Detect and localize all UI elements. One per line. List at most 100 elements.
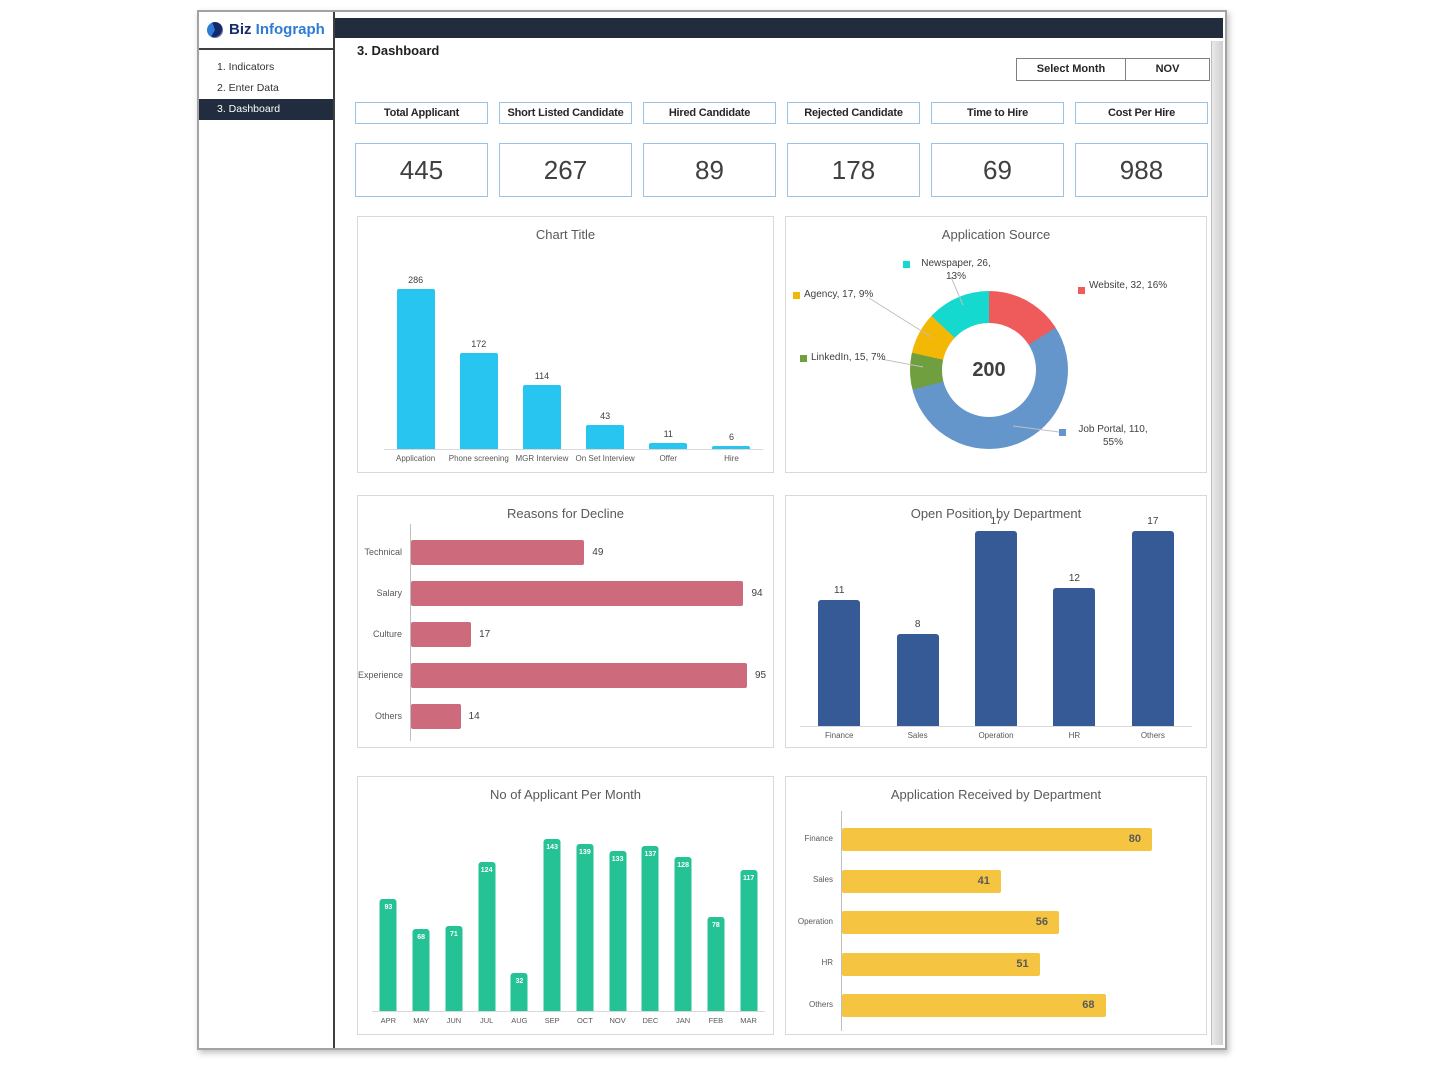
- bar: [396, 289, 435, 449]
- category-label: Hire: [724, 454, 739, 463]
- data-label: 114: [534, 371, 550, 382]
- category-label: HR: [821, 958, 833, 968]
- donut-hole: 200: [942, 323, 1036, 417]
- data-label: 32: [515, 977, 524, 985]
- sidebar-menu: 1. Indicators 2. Enter Data 3. Dashboard: [199, 57, 333, 120]
- data-label: 124: [480, 866, 493, 874]
- legend-label: Newspaper, 26, 13%: [921, 258, 991, 282]
- category-label: Experience: [358, 669, 404, 680]
- category-label: OCT: [576, 1016, 593, 1025]
- data-label: 17: [1147, 516, 1159, 527]
- category-label: Operation: [797, 916, 833, 926]
- chart-column: 32: [503, 839, 536, 1011]
- sidebar-item-dashboard[interactable]: 3. Dashboard: [199, 99, 333, 120]
- page-title: 3. Dashboard: [357, 43, 440, 58]
- bar: [379, 899, 397, 1011]
- y-axis-line: [841, 811, 842, 1031]
- sidebar-item-enter-data[interactable]: 2. Enter Data: [217, 82, 279, 94]
- x-axis-line: [372, 1011, 765, 1012]
- data-label: 56: [1035, 916, 1048, 929]
- bar: [674, 857, 692, 1011]
- data-label: 78: [711, 922, 720, 930]
- chart-column: 128: [667, 839, 700, 1011]
- bar: [842, 911, 1059, 935]
- top-navigation-bar: [335, 18, 1223, 38]
- data-label: 49: [592, 546, 604, 558]
- bar: [543, 839, 561, 1011]
- bar: [1131, 531, 1174, 726]
- bar: [445, 925, 463, 1011]
- data-label: 41: [977, 874, 990, 887]
- category-label: Sales: [907, 731, 928, 740]
- kpi-label-short-listed: Short Listed Candidate: [499, 102, 632, 124]
- chart-applicants-per-month: No of Applicant Per Month 93 68 71 124 32 143…: [357, 776, 774, 1035]
- kpi-value-rejected: 178: [787, 143, 920, 197]
- window-edge: [1211, 41, 1223, 1045]
- category-axis-labels: Finance Sales Operation HR Others: [800, 731, 1192, 740]
- bar: [842, 994, 1106, 1018]
- category-label: JUN: [446, 1016, 462, 1025]
- chart-plot-area: 93 68 71 124 32 143 139 133 137 128 78 117: [372, 839, 765, 1011]
- chart-title: Open Position by Department: [910, 506, 1082, 521]
- chart-hiring-funnel: Chart Title 286 172 114 43 11 6 Application Pho…: [357, 216, 774, 473]
- bar: [586, 424, 625, 449]
- chart-column: 93: [372, 839, 405, 1011]
- brand-logo: Biz Infograph: [199, 12, 333, 50]
- data-label: 43: [600, 410, 611, 421]
- category-label: NOV: [609, 1016, 626, 1025]
- data-label: 8: [914, 619, 921, 631]
- chart-title: Application Source: [941, 227, 1051, 242]
- chart-column: 11: [637, 289, 700, 449]
- kpi-label-rejected: Rejected Candidate: [787, 102, 920, 124]
- sidebar-item-indicators[interactable]: 1. Indicators: [217, 61, 275, 73]
- x-axis-line: [800, 726, 1192, 727]
- chart-title: Chart Title: [535, 227, 596, 242]
- brand-globe-icon: [207, 21, 223, 38]
- bar: [459, 352, 498, 449]
- sidebar: Biz Infograph 1. Indicators 2. Enter Dat…: [199, 12, 335, 1048]
- category-label: JAN: [676, 1016, 691, 1025]
- chart-open-position-by-department: Open Position by Department 11 8 17 12 17 Fin…: [785, 495, 1207, 748]
- data-label: 94: [751, 587, 763, 599]
- kpi-label-time-to-hire: Time to Hire: [931, 102, 1064, 124]
- data-label: 6: [728, 431, 734, 442]
- brand-name-accent: Infograph: [255, 21, 325, 38]
- bar: [1053, 588, 1096, 726]
- legend-marker: [793, 292, 800, 299]
- month-value-dropdown[interactable]: NOV: [1155, 63, 1180, 75]
- select-month-button[interactable]: Select Month: [1017, 59, 1126, 80]
- bar: [412, 929, 430, 1011]
- chart-application-source: Application Source 200 Website, 32, 16% Jo…: [785, 216, 1207, 473]
- bar: [842, 828, 1152, 852]
- data-label: 137: [644, 851, 657, 859]
- category-label: Operation: [978, 731, 1014, 740]
- data-label: 17: [990, 516, 1002, 527]
- bar: [842, 869, 1001, 893]
- category-label: AUG: [511, 1016, 528, 1025]
- category-label: Finance: [824, 731, 854, 740]
- bar: [649, 442, 688, 449]
- chart-column: 137: [634, 839, 667, 1011]
- category-label: Others: [1140, 731, 1165, 740]
- category-label: Sales: [812, 875, 833, 885]
- legend-label: Job Portal, 110, 55%: [1078, 424, 1148, 448]
- data-label: 139: [579, 848, 591, 856]
- bar: [478, 861, 496, 1011]
- category-label: Finance: [804, 833, 833, 843]
- category-label: Others: [808, 999, 833, 1009]
- chart-column: 17: [957, 516, 1035, 726]
- chart-column: 12: [1035, 531, 1113, 726]
- category-label: JUL: [479, 1016, 494, 1025]
- bar: [411, 540, 585, 565]
- chart-column: 172: [447, 289, 510, 449]
- legend-label: Agency, 17, 9%: [804, 289, 874, 300]
- category-label: MAY: [413, 1016, 429, 1025]
- bar: [896, 634, 939, 726]
- category-label: Technical: [364, 546, 402, 557]
- bar: [641, 846, 659, 1011]
- chart-reasons-for-decline: Reasons for Decline Technical 49 Salary 94 C…: [357, 495, 774, 748]
- chart-plot-area: 286 172 114 43 11 6: [384, 275, 763, 449]
- kpi-label-total-applicant: Total Applicant: [355, 102, 488, 124]
- legend-label: Website, 32, 16%: [1089, 280, 1168, 291]
- data-label: 68: [1082, 999, 1095, 1012]
